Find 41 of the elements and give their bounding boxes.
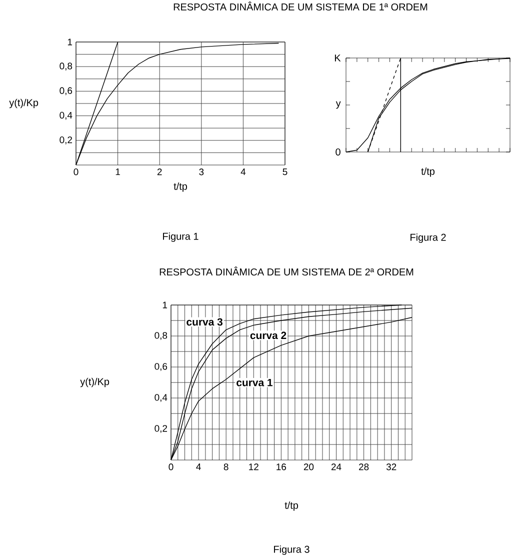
text: K: [334, 54, 341, 62]
x-tick-label: 5: [282, 168, 288, 176]
y-tick-label: 0,6: [60, 87, 72, 96]
annotation: curva 3: [186, 318, 222, 326]
annotation: curva 1: [236, 378, 272, 386]
x-tick-label: 8: [224, 464, 228, 470]
x-tick-label: 20: [304, 464, 314, 470]
x-tick-label: 16: [276, 464, 286, 470]
y-tick-label: 1: [68, 38, 72, 46]
text: y: [336, 101, 341, 109]
x-axis-title: t/tp: [174, 182, 188, 192]
chart-title: RESPOSTA DINÂMICA DE UM SISTEMA DE 1ª ORDEM: [174, 2, 428, 10]
x-tick-label: 0: [74, 168, 78, 176]
x-tick-label: 12: [249, 464, 258, 470]
x-tick-label: 4: [196, 464, 201, 470]
y-tick-label: 0,2: [154, 425, 168, 433]
x-axis-title: t/tp: [421, 168, 435, 177]
annotation: curva 2: [250, 332, 286, 340]
x-tick-label: 1: [116, 168, 120, 176]
chart-title: RESPOSTA DINÂMICA DE UM SISTEMA DE 2ª ORDEM: [160, 266, 414, 276]
y-tick-label: 1: [162, 302, 168, 308]
text: Figura 3: [274, 546, 310, 555]
text: Figura 1: [163, 232, 198, 242]
x-tick-label: 3: [199, 168, 204, 176]
y-tick-label: 0,8: [154, 332, 168, 340]
x-tick-label: 4: [240, 168, 246, 176]
x-tick-label: 24: [331, 464, 342, 470]
x-axis-title: t/tp: [284, 502, 298, 511]
y-tick-label: 0,8: [60, 62, 72, 71]
text: 0: [336, 148, 340, 156]
x-tick-label: 32: [386, 464, 396, 470]
y-tick-label: 0,6: [154, 363, 168, 371]
x-tick-label: 2: [157, 168, 162, 176]
y-axis-title: y(t)/Kp: [80, 378, 110, 388]
y-axis-title: y(t)/Kp: [9, 98, 38, 108]
x-tick-label: 28: [359, 464, 369, 470]
text: Figura 2: [410, 234, 446, 243]
y-tick-label: 0,4: [154, 394, 168, 402]
y-tick-label: 0,4: [60, 112, 72, 120]
x-tick-label: 0: [168, 464, 174, 470]
y-tick-label: 0,2: [60, 136, 72, 144]
